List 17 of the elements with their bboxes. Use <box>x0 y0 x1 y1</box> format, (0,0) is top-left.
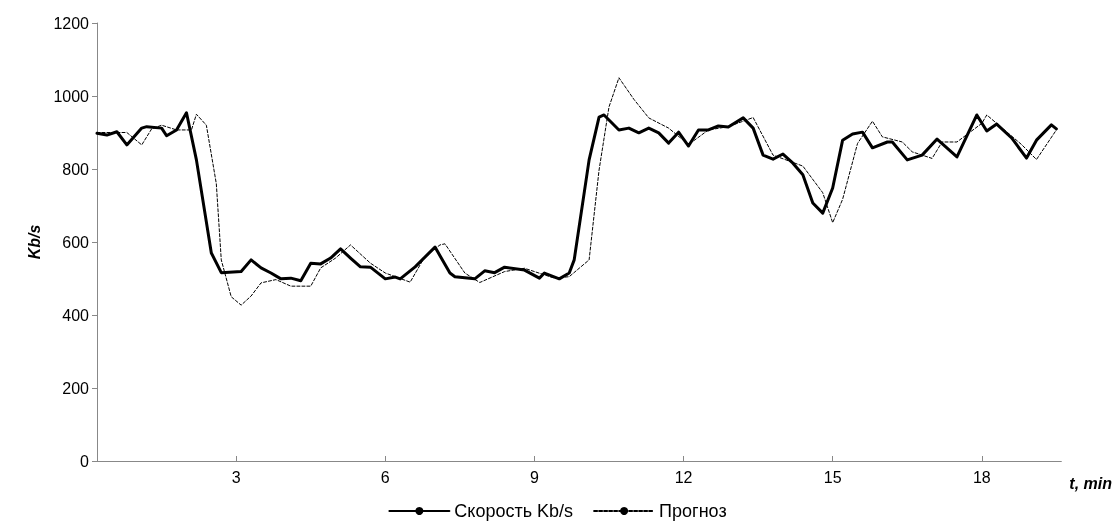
y-tick-label: 400 <box>62 306 90 324</box>
y-tick-label: 600 <box>62 233 90 251</box>
y-tick-label: 1200 <box>53 14 90 32</box>
y-tick-label: 1000 <box>53 87 90 105</box>
x-tick-label: 12 <box>674 468 693 486</box>
x-tick-label: 6 <box>380 468 390 486</box>
legend-label: Скорость Kb/s <box>454 501 574 521</box>
y-axis-title: Kb/s <box>26 224 44 260</box>
x-tick-label: 3 <box>231 468 241 486</box>
x-axis-title: t, min <box>1069 474 1113 492</box>
y-tick-label: 200 <box>62 379 90 397</box>
x-tick-label: 18 <box>972 468 991 486</box>
legend-label: Прогноз <box>659 501 727 521</box>
y-tick-label: 0 <box>80 452 90 470</box>
x-tick-label: 9 <box>529 468 539 486</box>
y-tick-label: 800 <box>62 160 90 178</box>
x-tick-label: 15 <box>823 468 842 486</box>
